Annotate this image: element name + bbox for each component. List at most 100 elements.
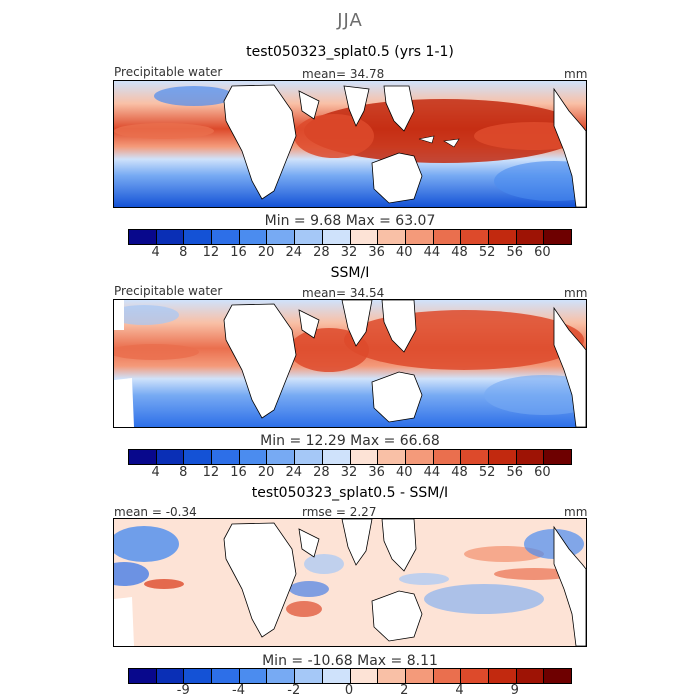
colorbar-tick: 48 <box>451 245 468 260</box>
panel-2-title: SSM/I <box>330 265 370 281</box>
colorbar-swatch <box>156 230 185 244</box>
colorbar-tick: 56 <box>506 465 524 480</box>
colorbar-swatch <box>378 450 406 464</box>
colorbar-swatch <box>267 230 296 244</box>
panel-1-colorbar-ticks: 4 8 12 16 20 24 28 32 36 40 44 48 52 56 … <box>128 245 570 261</box>
colorbar-tick: 16 <box>230 465 247 480</box>
colorbar-swatch <box>516 230 545 244</box>
colorbar-tick: 40 <box>395 245 413 260</box>
colorbar-tick: 52 <box>478 245 496 260</box>
colorbar-tick: 9 <box>510 683 519 698</box>
colorbar-swatch <box>350 669 379 683</box>
colorbar-swatch <box>488 669 517 683</box>
colorbar-tick: 2 <box>400 683 409 698</box>
panel-3-colorbar-ticks: -9 -4 -2 0 2 4 9 <box>128 683 570 699</box>
colorbar-swatch <box>350 230 379 244</box>
colorbar-swatch <box>488 450 517 464</box>
panel-1-map <box>113 80 587 208</box>
panel-3-title: test050323_splat0.5 - SSM/I <box>251 485 449 501</box>
colorbar-tick: 28 <box>313 465 330 480</box>
colorbar-swatch <box>544 450 571 464</box>
panel-2-mean-label: mean= 34.54 <box>302 286 385 300</box>
colorbar-swatch <box>129 669 157 683</box>
colorbar-swatch <box>239 450 268 464</box>
panel-2-map <box>113 299 587 428</box>
colorbar-tick: 8 <box>179 245 188 260</box>
panel-3-mean-label: mean = -0.34 <box>114 505 197 519</box>
panel-3-rmse-label: rmse = 2.27 <box>302 505 377 519</box>
colorbar-swatch <box>405 450 434 464</box>
colorbar-swatch <box>544 669 571 683</box>
colorbar-swatch <box>129 230 157 244</box>
colorbar-swatch <box>433 230 462 244</box>
colorbar-tick: 48 <box>451 465 468 480</box>
panel-3-map <box>113 518 587 647</box>
colorbar-tick: -9 <box>176 683 190 698</box>
colorbar-tick: 56 <box>506 245 524 260</box>
colorbar-swatch <box>239 669 268 683</box>
colorbar-swatch <box>184 450 213 464</box>
colorbar-tick: 44 <box>423 245 441 260</box>
colorbar-tick: 36 <box>368 465 385 480</box>
panel-1-units-label: mm <box>564 67 588 81</box>
colorbar-tick: 0 <box>344 683 354 698</box>
colorbar-tick: 12 <box>202 245 220 260</box>
panel-1-variable-label: Precipitable water <box>114 65 223 79</box>
panel-2-colorbar-ticks: 4 8 12 16 20 24 28 32 36 40 44 48 52 56 … <box>128 465 570 481</box>
colorbar-swatch <box>156 669 185 683</box>
colorbar-swatch <box>267 669 296 683</box>
colorbar-tick: 12 <box>202 465 220 480</box>
panel-1-colorbar <box>128 229 572 245</box>
colorbar-tick: 20 <box>257 245 275 260</box>
colorbar-swatch <box>295 230 323 244</box>
colorbar-swatch <box>378 669 406 683</box>
colorbar-tick: 16 <box>230 245 247 260</box>
colorbar-tick: 40 <box>395 465 413 480</box>
colorbar-tick: 24 <box>285 245 303 260</box>
colorbar-swatch <box>295 669 323 683</box>
colorbar-tick: 32 <box>340 245 358 260</box>
colorbar-swatch <box>378 230 406 244</box>
colorbar-swatch <box>295 450 323 464</box>
colorbar-tick: 44 <box>423 465 441 480</box>
colorbar-tick: 4 <box>455 683 464 698</box>
panel-2-colorbar <box>128 449 572 465</box>
colorbar-swatch <box>239 230 268 244</box>
panel-1-title: test050323_splat0.5 (yrs 1-1) <box>246 44 454 60</box>
colorbar-swatch <box>184 669 213 683</box>
colorbar-swatch <box>433 450 462 464</box>
panel-2-min-max: Min = 12.29 Max = 66.68 <box>260 433 440 449</box>
colorbar-swatch <box>212 669 240 683</box>
colorbar-tick: 36 <box>368 245 385 260</box>
colorbar-tick: -4 <box>232 683 245 698</box>
panel-3-colorbar <box>128 668 572 684</box>
colorbar-tick: 28 <box>313 245 330 260</box>
panel-2-variable-label: Precipitable water <box>114 284 223 298</box>
colorbar-swatch <box>488 230 517 244</box>
colorbar-swatch <box>322 669 351 683</box>
colorbar-swatch <box>516 669 545 683</box>
colorbar-swatch <box>405 230 434 244</box>
figure-title: JJA <box>337 10 363 31</box>
colorbar-swatch <box>322 230 351 244</box>
colorbar-tick: 32 <box>340 465 358 480</box>
colorbar-swatch <box>322 450 351 464</box>
panel-3-units-label: mm <box>564 505 588 519</box>
colorbar-tick: 24 <box>285 465 303 480</box>
colorbar-swatch <box>461 450 489 464</box>
colorbar-tick: 60 <box>534 465 551 480</box>
colorbar-swatch <box>212 450 240 464</box>
colorbar-swatch <box>461 230 489 244</box>
colorbar-swatch <box>267 450 296 464</box>
colorbar-tick: 8 <box>179 465 188 480</box>
panel-3-min-max: Min = -10.68 Max = 8.11 <box>262 653 438 669</box>
colorbar-swatch <box>544 230 571 244</box>
colorbar-tick: 60 <box>534 245 551 260</box>
colorbar-swatch <box>156 450 185 464</box>
colorbar-tick: 4 <box>151 465 160 480</box>
colorbar-swatch <box>184 230 213 244</box>
colorbar-swatch <box>129 450 157 464</box>
panel-2-units-label: mm <box>564 286 588 300</box>
colorbar-swatch <box>461 669 489 683</box>
colorbar-tick: 52 <box>478 465 496 480</box>
